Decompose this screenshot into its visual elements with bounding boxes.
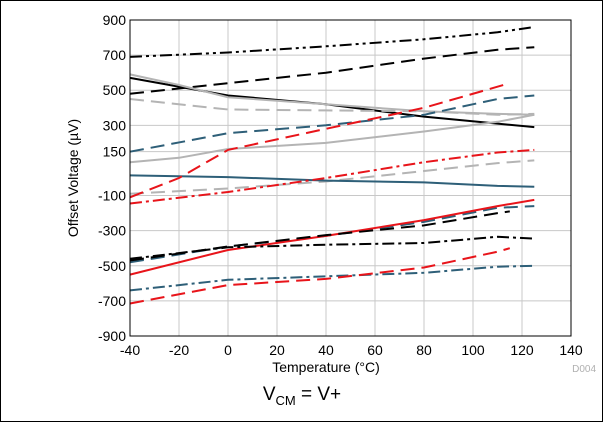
x-tick-label: -40 bbox=[120, 342, 140, 358]
y-tick-label: 700 bbox=[103, 47, 127, 63]
caption-subscript: CM bbox=[275, 392, 296, 408]
caption-symbol: V bbox=[262, 384, 276, 405]
x-tick-label: 20 bbox=[269, 342, 285, 358]
y-tick-label: -700 bbox=[98, 293, 126, 309]
y-tick-label: 900 bbox=[103, 12, 127, 28]
series-line-gray-solid bbox=[129, 73, 535, 116]
y-tick-label: -100 bbox=[98, 188, 126, 204]
y-axis-title: Offset Voltage (µV) bbox=[65, 119, 81, 237]
series-line-black-dashdot bbox=[129, 235, 535, 260]
plot-area-border bbox=[129, 19, 572, 337]
series-line-red-longdash bbox=[129, 82, 511, 199]
series-line-black-solid bbox=[129, 76, 535, 129]
x-tick-label: 0 bbox=[224, 342, 232, 358]
condition-caption: VCM = V+ bbox=[0, 384, 604, 408]
series-group bbox=[129, 26, 535, 305]
y-tick-label: 500 bbox=[103, 82, 127, 98]
series-line-black-dashdotdot bbox=[129, 26, 535, 58]
series-line-red-solid bbox=[129, 198, 535, 276]
x-axis-title: Temperature (°C) bbox=[272, 359, 380, 375]
y-tick-label: -500 bbox=[98, 258, 126, 274]
x-tick-label: -20 bbox=[169, 342, 189, 358]
series-line-gray-solid bbox=[129, 113, 535, 164]
y-tick-labels: -900 -700 -500 -300 -100 150 300 500 700 900 bbox=[98, 12, 126, 344]
y-tick-label: -900 bbox=[98, 328, 126, 344]
y-tick-label: -300 bbox=[98, 223, 126, 239]
x-tick-label: 80 bbox=[416, 342, 432, 358]
x-tick-label: 100 bbox=[461, 342, 485, 358]
x-tick-label: 60 bbox=[367, 342, 383, 358]
y-tick-label: 150 bbox=[103, 144, 127, 160]
x-tick-label: 40 bbox=[318, 342, 334, 358]
x-tick-label: 120 bbox=[510, 342, 534, 358]
figure-id-label: D004 bbox=[572, 364, 596, 375]
series-line-red-dashdot bbox=[129, 148, 535, 205]
series-line-teal-solid bbox=[129, 174, 535, 188]
y-tick-label: 300 bbox=[103, 117, 127, 133]
series-line-black-longdash bbox=[129, 210, 510, 262]
caption-condition: = V+ bbox=[295, 384, 342, 405]
series-line-teal-dashdot bbox=[129, 264, 535, 292]
x-tick-labels: -40 -20 0 20 40 60 80 100 120 140 bbox=[120, 342, 583, 358]
x-tick-label: 140 bbox=[559, 342, 583, 358]
